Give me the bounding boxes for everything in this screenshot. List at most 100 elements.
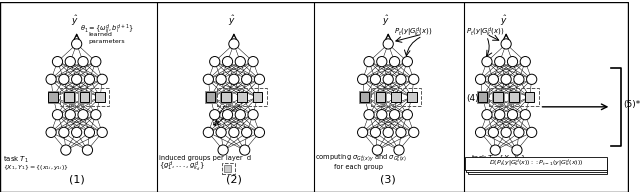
Circle shape [59, 127, 69, 138]
Bar [477, 92, 487, 102]
Circle shape [248, 110, 258, 120]
Bar [477, 91, 488, 103]
Circle shape [46, 74, 56, 84]
Circle shape [508, 56, 518, 67]
Circle shape [72, 39, 82, 49]
Bar [253, 92, 262, 102]
Bar [391, 92, 401, 102]
Text: (2): (2) [226, 174, 242, 184]
Bar [493, 92, 503, 102]
Circle shape [495, 110, 505, 120]
Circle shape [84, 74, 95, 84]
Circle shape [501, 39, 511, 49]
Circle shape [371, 127, 381, 138]
Circle shape [72, 74, 82, 84]
Text: $\hat{y}$: $\hat{y}$ [383, 14, 390, 28]
Text: (5)*: (5)* [623, 100, 640, 109]
Circle shape [83, 145, 93, 155]
Circle shape [204, 127, 214, 138]
Circle shape [403, 56, 412, 67]
Text: induced groups per layer  d: induced groups per layer d [159, 155, 252, 161]
Bar [525, 92, 534, 102]
Circle shape [235, 56, 245, 67]
Circle shape [501, 127, 511, 138]
Bar [468, 161, 607, 174]
Circle shape [97, 127, 108, 138]
Circle shape [78, 110, 88, 120]
Bar [492, 91, 504, 103]
Circle shape [235, 110, 245, 120]
Text: learned
parameters: learned parameters [88, 32, 125, 44]
Bar [376, 92, 385, 102]
Circle shape [394, 145, 404, 155]
Bar [80, 92, 90, 102]
Circle shape [408, 127, 419, 138]
Circle shape [222, 56, 232, 67]
Circle shape [358, 127, 368, 138]
Bar [205, 91, 216, 103]
Circle shape [488, 127, 499, 138]
Circle shape [97, 74, 108, 84]
Circle shape [396, 74, 406, 84]
Circle shape [396, 127, 406, 138]
Circle shape [476, 74, 486, 84]
Circle shape [514, 74, 524, 84]
Text: $D(P_t(y|G^d_k(x))::P_{t-1}(y|G^d_k(x)))$: $D(P_t(y|G^d_k(x))::P_{t-1}(y|G^d_k(x)))… [489, 158, 583, 168]
Circle shape [239, 145, 250, 155]
Circle shape [218, 145, 228, 155]
Text: (1): (1) [68, 174, 84, 184]
Circle shape [228, 74, 239, 84]
Circle shape [488, 74, 499, 84]
Circle shape [84, 127, 95, 138]
Circle shape [254, 74, 264, 84]
Circle shape [241, 74, 252, 84]
Bar [205, 92, 215, 102]
Circle shape [520, 110, 531, 120]
Bar [360, 92, 369, 102]
Circle shape [254, 127, 264, 138]
Circle shape [527, 127, 537, 138]
Circle shape [364, 110, 374, 120]
Circle shape [390, 110, 400, 120]
Bar [371, 88, 421, 106]
Text: $P_t(y|G^d_k(x))$: $P_t(y|G^d_k(x))$ [466, 25, 504, 39]
Circle shape [65, 56, 76, 67]
Circle shape [228, 127, 239, 138]
Circle shape [78, 56, 88, 67]
Circle shape [72, 127, 82, 138]
Bar [467, 159, 607, 172]
Circle shape [383, 127, 394, 138]
Circle shape [248, 56, 258, 67]
Circle shape [364, 56, 374, 67]
Circle shape [495, 56, 505, 67]
Bar [374, 91, 387, 103]
Circle shape [216, 127, 226, 138]
Circle shape [482, 110, 492, 120]
Text: for each group: for each group [334, 164, 383, 170]
Circle shape [61, 145, 71, 155]
Circle shape [52, 56, 63, 67]
Bar [217, 88, 266, 106]
Circle shape [476, 127, 486, 138]
Bar [220, 91, 232, 103]
Text: $\theta_1=\{\omega^d_{lj},b^{d+1}_l\}$: $\theta_1=\{\omega^d_{lj},b^{d+1}_l\}$ [79, 23, 133, 37]
Circle shape [65, 110, 76, 120]
Bar [509, 92, 519, 102]
Circle shape [408, 74, 419, 84]
Circle shape [377, 56, 387, 67]
Circle shape [216, 74, 226, 84]
Bar [95, 92, 105, 102]
Bar [48, 91, 58, 103]
Bar [79, 91, 91, 103]
Bar [63, 91, 75, 103]
Circle shape [372, 145, 383, 155]
Circle shape [371, 74, 381, 84]
Text: computing $\sigma_{G^d_k(x)y}$ and $\sigma_{G^d_k(x)}$: computing $\sigma_{G^d_k(x)y}$ and $\sig… [316, 153, 408, 165]
Bar [224, 165, 231, 172]
Circle shape [512, 145, 522, 155]
Circle shape [482, 56, 492, 67]
Bar [237, 92, 246, 102]
Circle shape [390, 56, 400, 67]
Circle shape [228, 39, 239, 49]
Bar [489, 88, 539, 106]
